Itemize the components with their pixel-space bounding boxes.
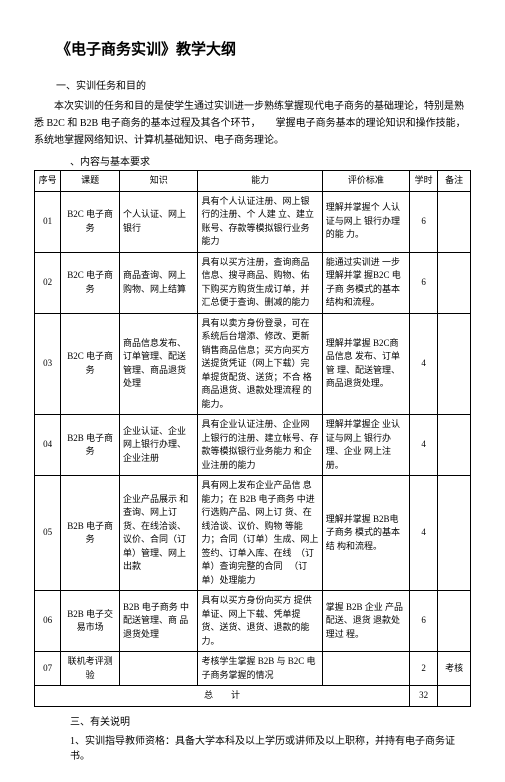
cell-ability: 具有以买方注册，查询商品 信息、搜寻商品、购物、佑 下购买方购货生成订单，并 汇… [198,252,322,313]
cell-hours: 2 [409,652,437,686]
cell-hours: 4 [409,313,437,415]
note-1: 1、实训指导教师资格：具备大学本科及以上学历或讲师及以上职称，并持有电子商务证书… [70,732,471,762]
table-total-row: 总 计32 [35,686,471,707]
cell-remark: 考核 [438,652,471,686]
table-row: 06B2B 电子交易市场B2B 电子商务 中配送管理、商 品退货处理具有以买方身… [35,591,471,652]
cell-knowledge [120,652,198,686]
cell-knowledge: 商品信息发布、订单管理、配送管理、商品退货处理 [120,313,198,415]
cell-eval: 理解并掌握 B2C商品信息 发布、订单管 理、配送管理、商品退货处理。 [322,313,409,415]
cell-knowledge: 商品查询、网上购物、网上结算 [120,252,198,313]
th-ability: 能力 [198,171,322,192]
table-body: 01B2C 电子商务个人认证、网上银行具有个人认证注册、网上银 行的注册、个 人… [35,191,471,706]
th-hours: 学时 [409,171,437,192]
cell-ability: 考核学生掌握 B2B 与 B2C 电子商务掌握的情况 [198,652,322,686]
cell-seq: 02 [35,252,61,313]
cell-ability: 具有个人认证注册、网上银 行的注册、个 人建 立、建立 账号、存款等模拟银行业务… [198,191,322,252]
cell-eval: 能通过实训进 一步理解并掌 握B2C 电子商 务模式的基本 结构和流程。 [322,252,409,313]
syllabus-table: 序号 课题 知识 能力 评价标准 学时 备注 01B2C 电子商务个人认证、网上… [34,170,471,707]
cell-remark [438,476,471,591]
cell-seq: 01 [35,191,61,252]
notes-heading: 三、有关说明 [70,713,471,728]
doc-title: 《电子商务实训》教学大纲 [56,38,471,59]
cell-knowledge: 个人认证、网上银行 [120,191,198,252]
cell-seq: 04 [35,415,61,476]
intro-paragraph: 本次实训的任务和目的是使学生通过实训进一步熟练掌握现代电子商务的基础理论，特别是… [34,98,471,149]
cell-topic: B2B 电子商务 [61,476,120,591]
cell-topic: B2C 电子商务 [61,313,120,415]
th-remark: 备注 [438,171,471,192]
cell-total-hours: 32 [409,686,437,707]
cell-hours: 4 [409,415,437,476]
cell-ability: 具有网上发布企业产品信 息能力；在 B2B 电子商务 中进行选购产品、网上订 货… [198,476,322,591]
cell-eval: 理解并掌握企 业认证与网上 银行办理、企业 网上注册。 [322,415,409,476]
table-header-row: 序号 课题 知识 能力 评价标准 学时 备注 [35,171,471,192]
content-requirements-heading: 、内容与基本要求 [70,153,471,168]
cell-remark [438,415,471,476]
cell-knowledge: B2B 电子商务 中配送管理、商 品退货处理 [120,591,198,652]
cell-topic: B2C 电子商务 [61,191,120,252]
cell-eval: 理解并掌握 B2B电子商务 模式的基本结 构和流程。 [322,476,409,591]
cell-topic: 联机考评测验 [61,652,120,686]
table-row: 02B2C 电子商务商品查询、网上购物、网上结算具有以买方注册，查询商品 信息、… [35,252,471,313]
notes-section: 三、有关说明 1、实训指导教师资格：具备大学本科及以上学历或讲师及以上职称，并持… [34,713,471,762]
cell-knowledge: 企业认证、企业网上银行办理、企业注册 [120,415,198,476]
cell-eval: 理解并掌握个 人认证与网上 银行办理的能 力。 [322,191,409,252]
table-row: 05B2B 电子商务企业产品展示 和查询、网上订货、在线洽谈、议价、合同（订单）… [35,476,471,591]
cell-total-label: 总 计 [35,686,410,707]
cell-knowledge: 企业产品展示 和查询、网上订货、在线洽谈、议价、合同（订单）管理、网上出款 [120,476,198,591]
cell-total-blank [438,686,471,707]
cell-seq: 03 [35,313,61,415]
cell-hours: 6 [409,191,437,252]
table-row: 04B2B 电子商务企业认证、企业网上银行办理、企业注册具有企业认证注册、企业网… [35,415,471,476]
cell-hours: 6 [409,252,437,313]
cell-seq: 06 [35,591,61,652]
cell-remark [438,591,471,652]
th-knowledge: 知识 [120,171,198,192]
section1-heading: 一、实训任务和目的 [56,77,471,92]
cell-hours: 6 [409,591,437,652]
cell-topic: B2B 电子商务 [61,415,120,476]
table-row: 07联机考评测验 考核学生掌握 B2B 与 B2C 电子商务掌握的情况 2考核 [35,652,471,686]
th-seq: 序号 [35,171,61,192]
cell-seq: 07 [35,652,61,686]
cell-eval [322,652,409,686]
cell-seq: 05 [35,476,61,591]
page: 《电子商务实训》教学大纲 一、实训任务和目的 本次实训的任务和目的是使学生通过实… [0,0,505,782]
cell-remark [438,313,471,415]
th-topic: 课题 [61,171,120,192]
cell-topic: B2C 电子商务 [61,252,120,313]
th-eval: 评价标准 [322,171,409,192]
cell-ability: 具有企业认证注册、企业网 上银行的注册、建立帐号、存款等模拟银行业务能力 和企业… [198,415,322,476]
cell-remark [438,191,471,252]
cell-hours: 4 [409,476,437,591]
cell-ability: 具有以卖方身份登录，可在 系统后台增添、修改、更新 销售商品信息；买方向买方 送… [198,313,322,415]
cell-topic: B2B 电子交易市场 [61,591,120,652]
cell-eval: 掌握 B2B 企业 产品配送、退货 退款处理过 程。 [322,591,409,652]
table-row: 03B2C 电子商务商品信息发布、订单管理、配送管理、商品退货处理具有以卖方身份… [35,313,471,415]
table-row: 01B2C 电子商务个人认证、网上银行具有个人认证注册、网上银 行的注册、个 人… [35,191,471,252]
cell-ability: 具有以买方身份向买方 提供单证、网上下载、凭单提 货、送货、退货、退款的能 力。 [198,591,322,652]
cell-remark [438,252,471,313]
